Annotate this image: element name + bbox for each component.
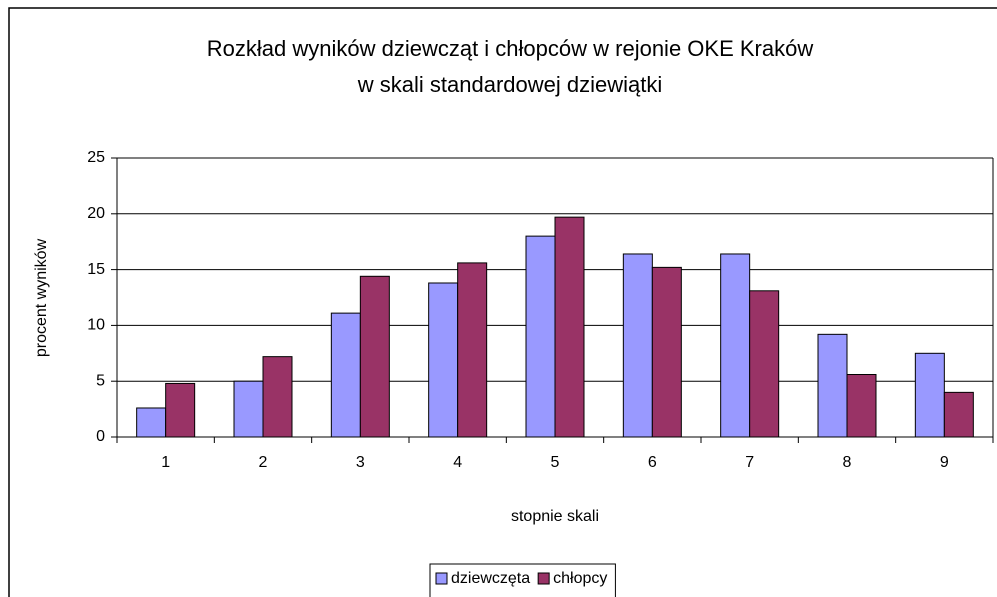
bar (525, 235, 556, 438)
legend-swatch (537, 572, 550, 585)
bar (720, 253, 751, 438)
legend-label: dziewczęta (451, 570, 530, 587)
bar (262, 356, 293, 438)
x-tick-label: 1 (161, 454, 170, 471)
x-tick-label: 8 (843, 454, 852, 471)
bar (428, 282, 459, 438)
x-tick-label: 4 (453, 454, 462, 471)
bar (330, 312, 361, 438)
bar (165, 382, 196, 438)
bar (914, 352, 945, 438)
chart-title: w skali standardowej dziewiątki (357, 72, 662, 97)
x-tick-label: 7 (745, 454, 754, 471)
x-tick-label: 5 (551, 454, 560, 471)
chart-title: Rozkład wyników dziewcząt i chłopców w r… (207, 36, 814, 61)
legend-box (429, 563, 616, 597)
x-tick-label: 6 (648, 454, 657, 471)
legend-label: chłopcy (553, 570, 607, 587)
x-tick-label: 3 (356, 454, 365, 471)
y-tick-label: 10 (87, 317, 105, 334)
x-tick-label: 2 (259, 454, 268, 471)
y-tick-label: 20 (87, 205, 105, 222)
x-tick-label: 9 (940, 454, 949, 471)
y-tick-label: 0 (96, 428, 105, 445)
bar (136, 407, 167, 438)
y-tick-label: 25 (87, 149, 105, 166)
bar (457, 262, 488, 438)
bar (359, 275, 390, 438)
bar (651, 266, 682, 438)
bar (943, 391, 974, 438)
legend-swatch (435, 572, 448, 585)
bar (817, 333, 848, 438)
y-tick-label: 15 (87, 261, 105, 278)
bar (622, 253, 653, 438)
x-axis-label: stopnie skali (511, 508, 599, 525)
bar (233, 380, 264, 438)
y-tick-label: 5 (96, 372, 105, 389)
bar (749, 290, 780, 438)
bar (554, 216, 585, 438)
bar (846, 374, 877, 438)
y-axis-label: procent wyników (33, 238, 50, 357)
chart-frame (8, 7, 997, 597)
